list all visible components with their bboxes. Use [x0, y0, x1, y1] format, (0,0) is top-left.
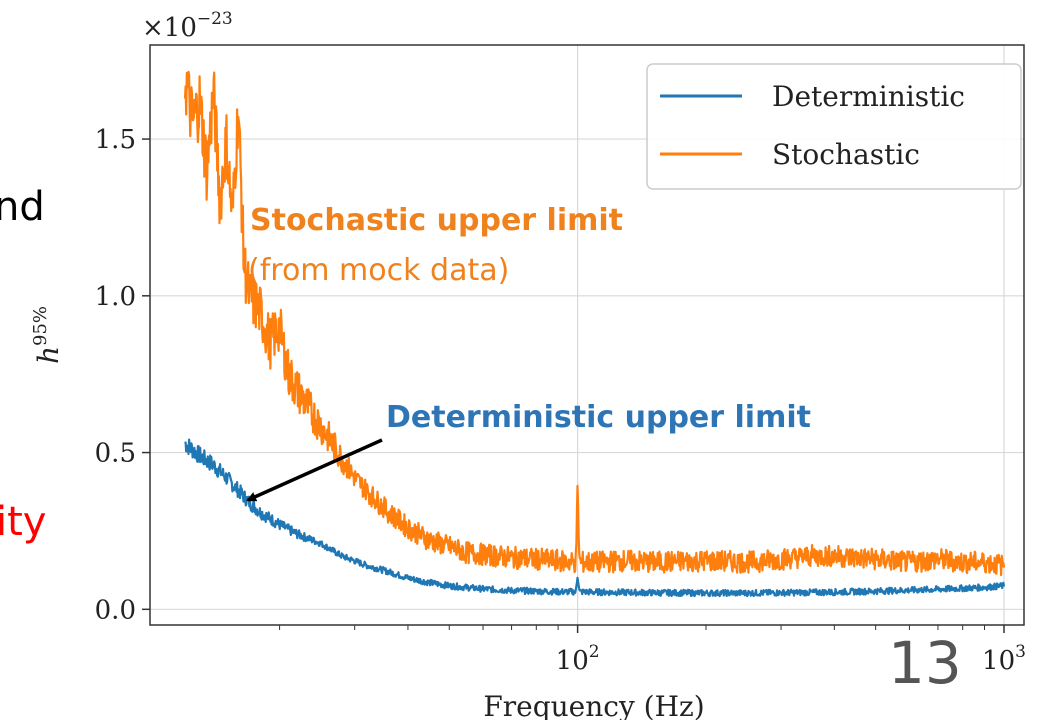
stochastic-annotation-title: Stochastic upper limit	[250, 203, 623, 238]
plot-frame	[149, 44, 1025, 626]
y-tick-label: 0.5	[95, 439, 136, 469]
legend-label-deterministic: Deterministic	[772, 80, 965, 113]
deterministic-annotation-title: Deterministic upper limit	[386, 400, 811, 435]
y-axis-label: h95%	[30, 306, 65, 364]
series-line-deterministic	[184, 438, 1006, 598]
page-number: 13	[888, 629, 962, 697]
series-line-stochastic	[183, 70, 1006, 577]
deterministic-annotation-arrow	[246, 438, 383, 502]
x-axis-label: Frequency (Hz)	[483, 690, 704, 720]
left-fragment-top: nd	[0, 184, 45, 230]
y-tick-label: 1.5	[95, 125, 136, 155]
legend: Deterministic Stochastic	[646, 63, 1022, 190]
x-tick-label: 102	[556, 642, 600, 676]
x-tick-label: 103	[982, 642, 1026, 676]
left-fragment-bottom: ity	[0, 499, 46, 545]
y-tick-label: 0.0	[95, 595, 136, 625]
y-tick-label: 1.0	[95, 282, 136, 312]
y-multiplier-label: ×10−23	[142, 9, 233, 43]
legend-label-stochastic: Stochastic	[772, 138, 920, 171]
series-lines	[183, 70, 1006, 598]
stochastic-annotation-subtitle: (from mock data)	[248, 253, 509, 288]
